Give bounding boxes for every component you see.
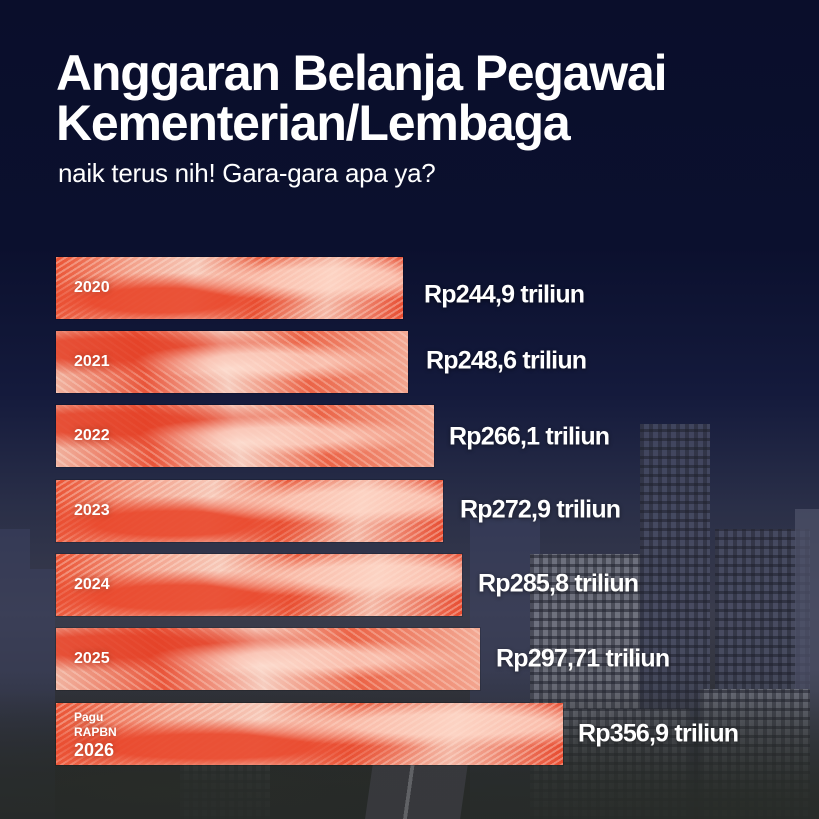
bar-2020: 2020 xyxy=(56,257,403,319)
year-label-line-3: 2026 xyxy=(74,740,115,760)
year-label: 2020 xyxy=(74,279,110,296)
year-label: 2025 xyxy=(74,650,110,667)
year-label: 2022 xyxy=(74,427,110,444)
subtitle: naik terus nih! Gara-gara apa ya? xyxy=(58,158,436,188)
value-label: Rp248,6 triliun xyxy=(426,346,587,375)
bar-2021: 2021 xyxy=(56,331,408,393)
bar-2025: 2025 xyxy=(56,628,480,690)
year-label: 2021 xyxy=(74,353,110,370)
value-label: Rp272,9 triliun xyxy=(460,495,621,524)
year-label: 2024 xyxy=(74,576,110,593)
year-label-line-1: Pagu xyxy=(74,710,104,724)
bar-2024: 2024 xyxy=(56,554,462,616)
value-label: Rp285,8 triliun xyxy=(478,569,639,598)
year-label-line-2: RAPBN xyxy=(74,725,117,739)
value-label: Rp297,71 triliun xyxy=(496,644,670,673)
value-label: Rp244,9 triliun xyxy=(424,280,585,309)
page-title: Anggaran Belanja Pegawai Kementerian/Lem… xyxy=(56,45,667,151)
value-label: Rp356,9 triliun xyxy=(578,719,739,748)
year-label-stacked: Pagu RAPBN 2026 xyxy=(74,711,117,759)
title-line-1: Anggaran Belanja Pegawai xyxy=(56,45,667,101)
title-line-2: Kementerian/Lembaga xyxy=(56,95,571,151)
bar-2023: 2023 xyxy=(56,480,443,542)
header: Anggaran Belanja Pegawai Kementerian/Lem… xyxy=(56,45,667,188)
value-label: Rp266,1 triliun xyxy=(449,422,610,451)
bar-2022: 2022 xyxy=(56,405,434,467)
bar-2026: Pagu RAPBN 2026 xyxy=(56,703,563,765)
year-label: 2023 xyxy=(74,502,110,519)
